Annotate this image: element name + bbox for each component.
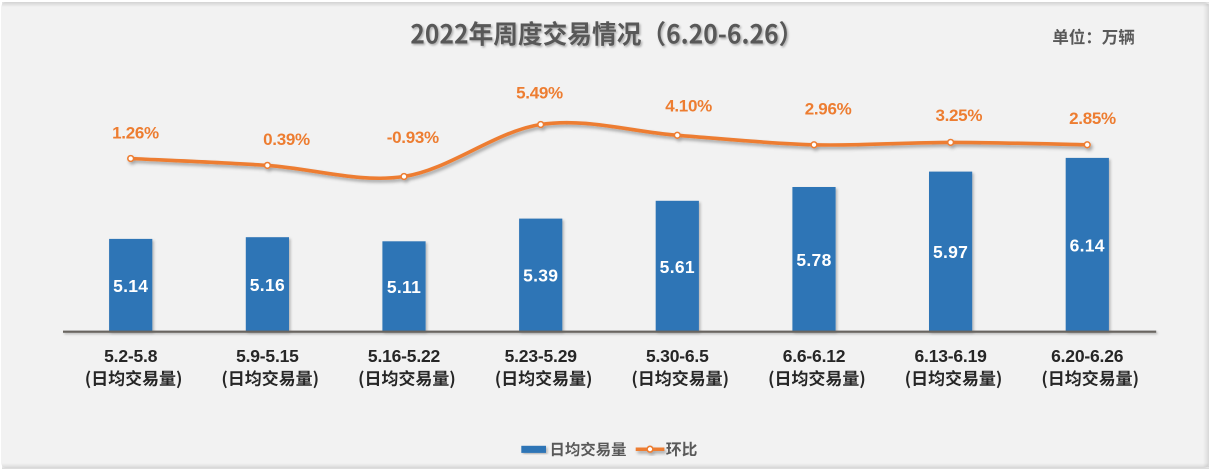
svg-text:5.11: 5.11: [387, 277, 421, 297]
svg-text:-0.93%: -0.93%: [387, 128, 439, 147]
svg-text:6.6-6.12: 6.6-6.12: [783, 346, 846, 366]
svg-text:5.16-5.22: 5.16-5.22: [368, 346, 441, 366]
svg-text:5.14: 5.14: [113, 276, 148, 296]
svg-text:4.10%: 4.10%: [665, 97, 712, 116]
svg-text:5.9-5.15: 5.9-5.15: [236, 346, 299, 366]
svg-text:5.16: 5.16: [250, 275, 285, 295]
svg-text:6.20-6.26: 6.20-6.26: [1051, 346, 1124, 366]
svg-text:0.39%: 0.39%: [263, 130, 310, 149]
svg-text:5.61: 5.61: [660, 257, 695, 277]
svg-text:5.78: 5.78: [796, 250, 831, 270]
svg-text:2.96%: 2.96%: [805, 100, 852, 119]
svg-text:1.26%: 1.26%: [112, 124, 159, 143]
svg-text:5.39: 5.39: [523, 266, 558, 286]
svg-text:5.49%: 5.49%: [516, 84, 563, 103]
svg-text:5.2-5.8: 5.2-5.8: [104, 346, 158, 366]
svg-text:5.30-6.5: 5.30-6.5: [646, 346, 709, 366]
svg-text:3.25%: 3.25%: [935, 106, 982, 125]
svg-text:5.97: 5.97: [933, 242, 968, 262]
svg-text:2.85%: 2.85%: [1069, 109, 1116, 128]
svg-text:6.13-6.19: 6.13-6.19: [915, 346, 988, 366]
svg-text:5.23-5.29: 5.23-5.29: [505, 346, 578, 366]
svg-text:6.14: 6.14: [1070, 235, 1105, 255]
